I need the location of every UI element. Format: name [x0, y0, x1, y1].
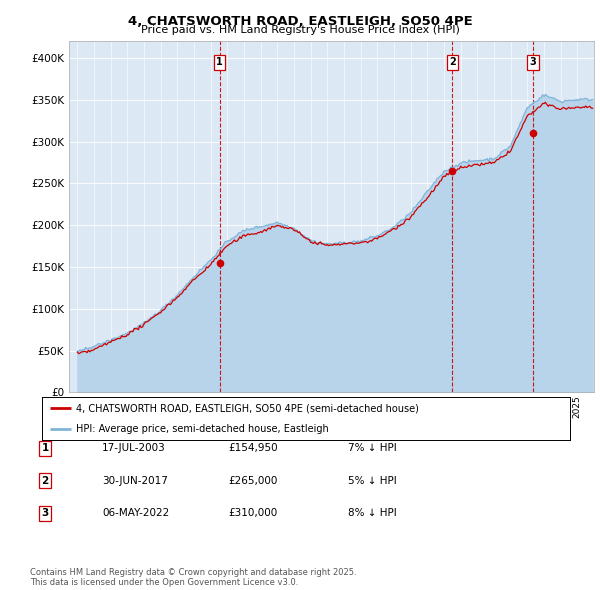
Text: 3: 3 — [41, 509, 49, 518]
Text: 7% ↓ HPI: 7% ↓ HPI — [348, 444, 397, 453]
Text: £310,000: £310,000 — [228, 509, 277, 518]
Text: 8% ↓ HPI: 8% ↓ HPI — [348, 509, 397, 518]
Text: £154,950: £154,950 — [228, 444, 278, 453]
Text: Contains HM Land Registry data © Crown copyright and database right 2025.
This d: Contains HM Land Registry data © Crown c… — [30, 568, 356, 587]
Text: HPI: Average price, semi-detached house, Eastleigh: HPI: Average price, semi-detached house,… — [76, 424, 329, 434]
Text: 4, CHATSWORTH ROAD, EASTLEIGH, SO50 4PE (semi-detached house): 4, CHATSWORTH ROAD, EASTLEIGH, SO50 4PE … — [76, 403, 419, 413]
Text: 5% ↓ HPI: 5% ↓ HPI — [348, 476, 397, 486]
Text: 2: 2 — [41, 476, 49, 486]
Text: Price paid vs. HM Land Registry's House Price Index (HPI): Price paid vs. HM Land Registry's House … — [140, 25, 460, 35]
Text: 17-JUL-2003: 17-JUL-2003 — [102, 444, 166, 453]
Text: 30-JUN-2017: 30-JUN-2017 — [102, 476, 168, 486]
Text: 2: 2 — [449, 57, 456, 67]
Text: 1: 1 — [216, 57, 223, 67]
Text: 4, CHATSWORTH ROAD, EASTLEIGH, SO50 4PE: 4, CHATSWORTH ROAD, EASTLEIGH, SO50 4PE — [128, 15, 472, 28]
Text: £265,000: £265,000 — [228, 476, 277, 486]
Text: 06-MAY-2022: 06-MAY-2022 — [102, 509, 169, 518]
Text: 3: 3 — [530, 57, 536, 67]
Text: 1: 1 — [41, 444, 49, 453]
